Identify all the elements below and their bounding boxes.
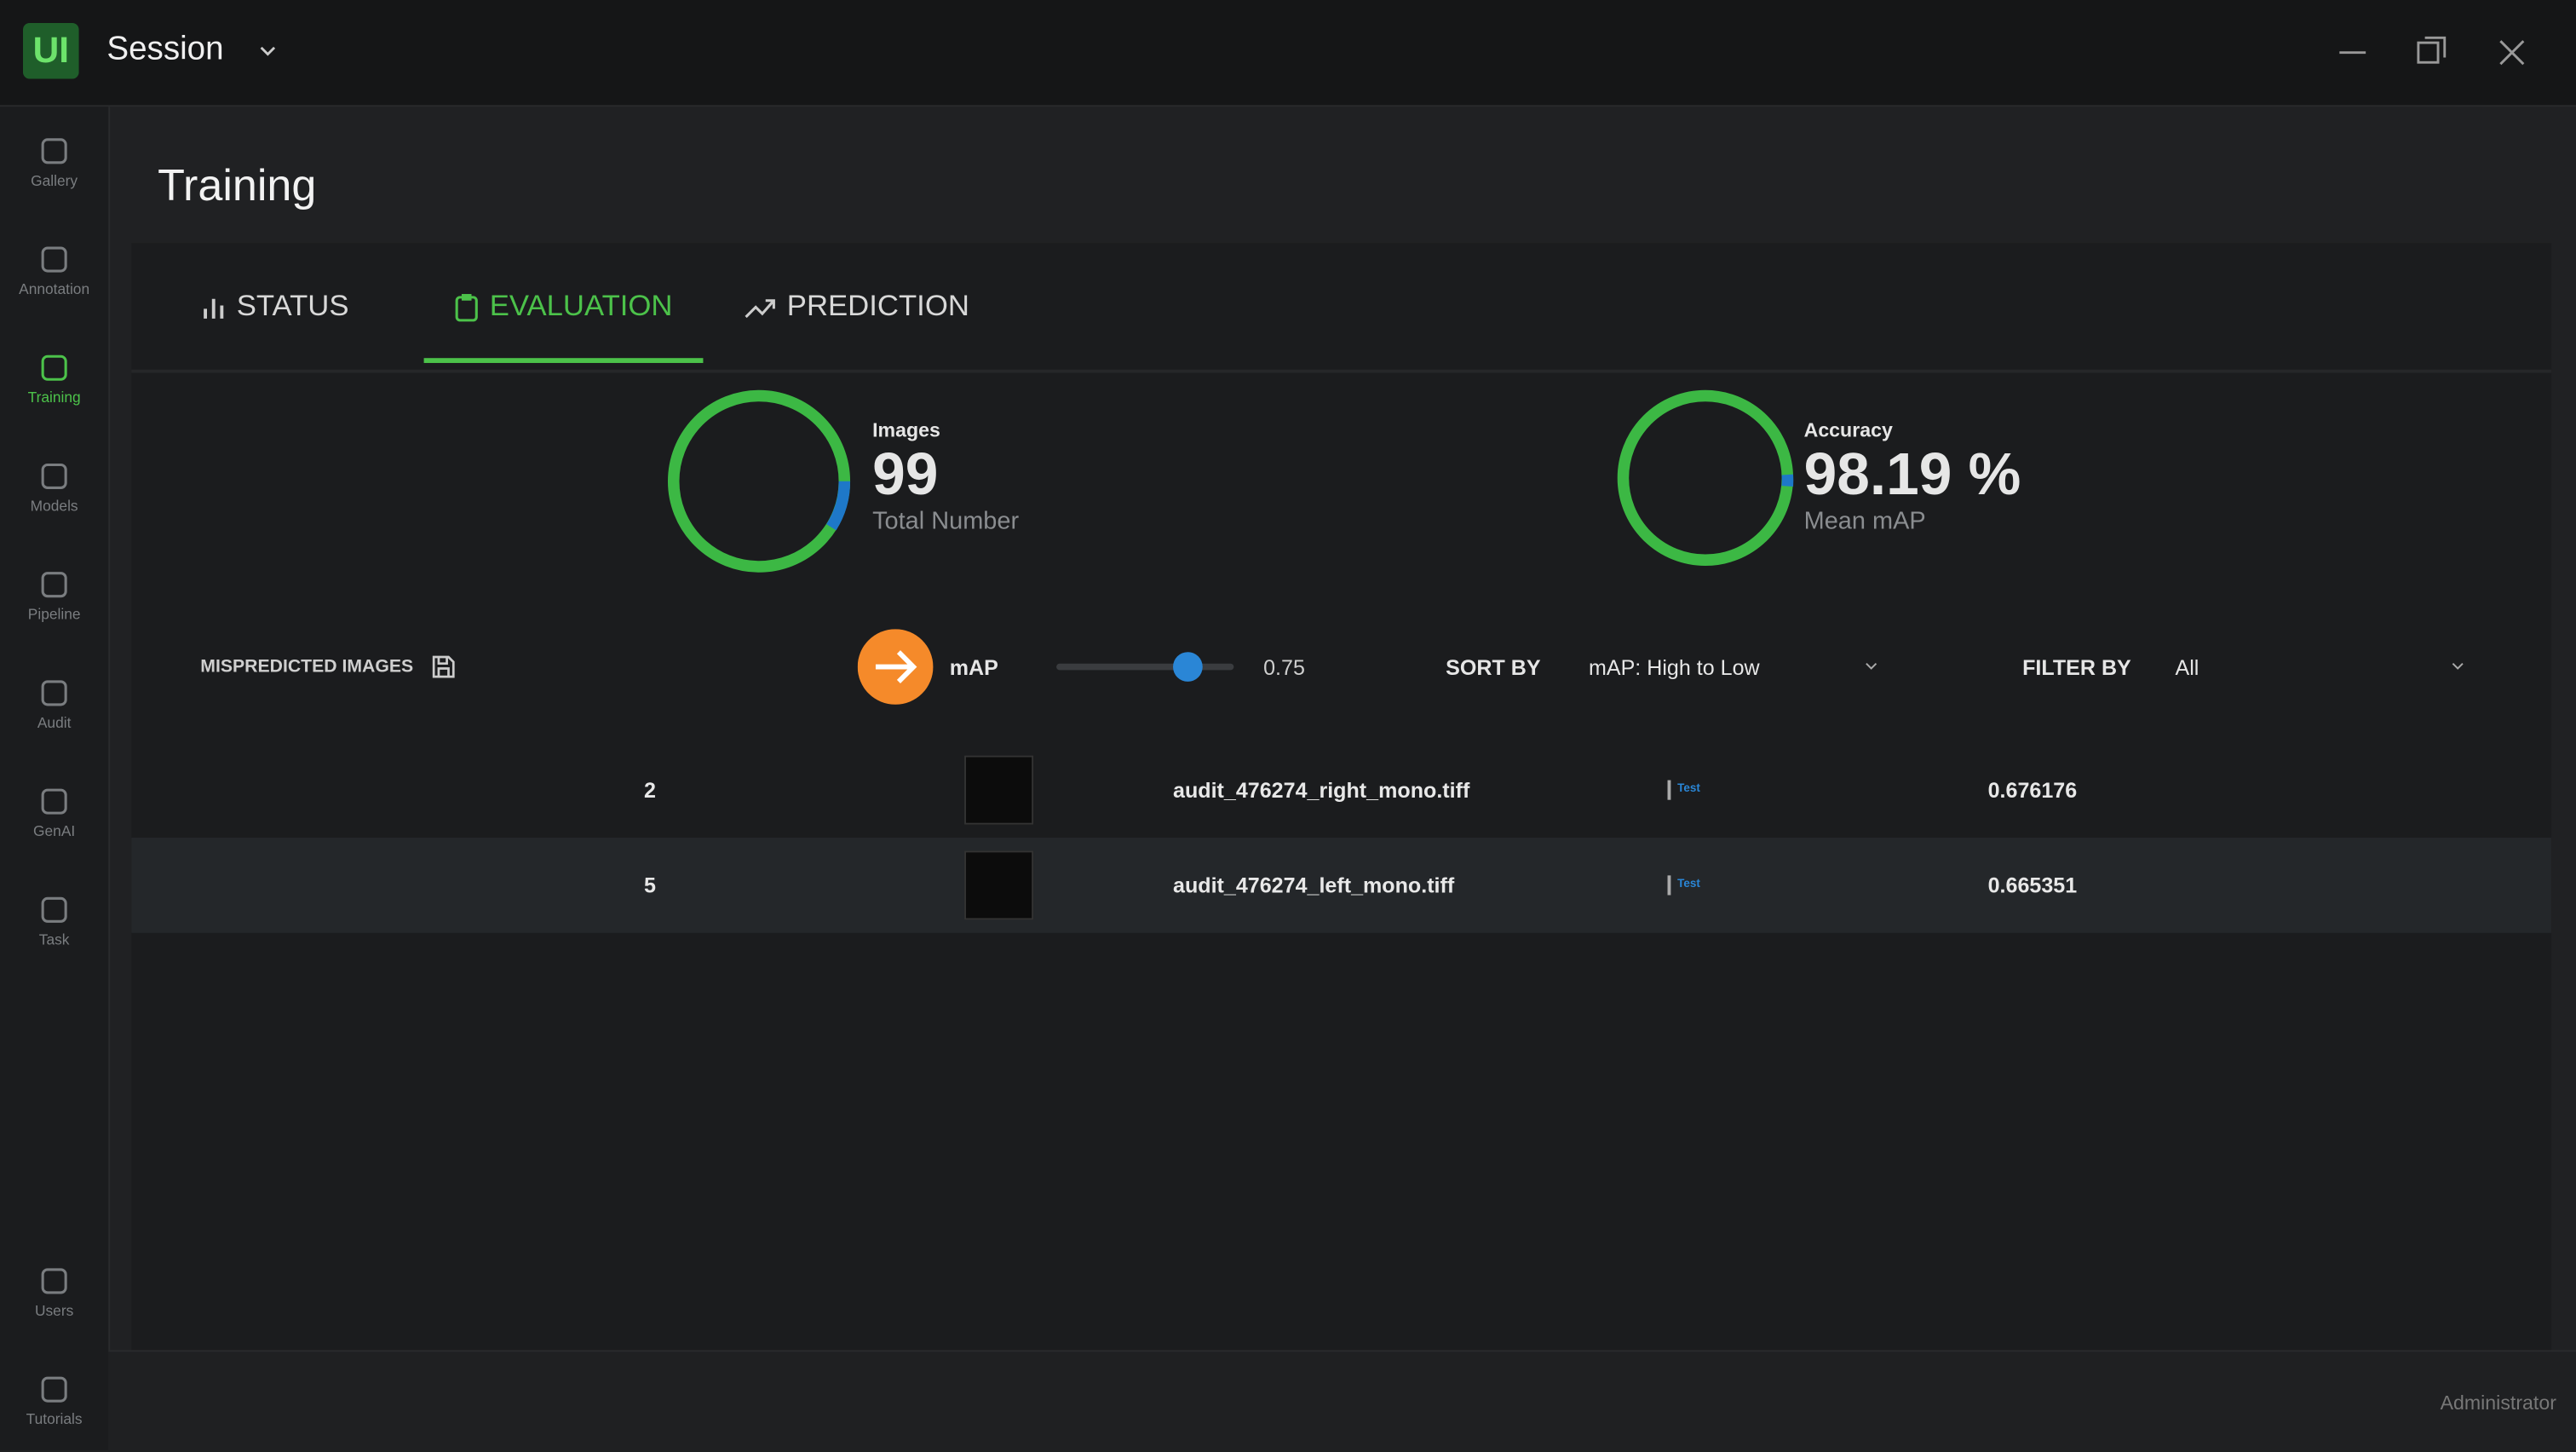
stat-caption: Total Number bbox=[872, 507, 1020, 536]
set-badge: Test bbox=[1667, 780, 1700, 800]
nav-item[interactable]: Training bbox=[0, 351, 108, 406]
nav-label: GenAI bbox=[33, 822, 76, 839]
tab[interactable]: EVALUATION bbox=[453, 289, 672, 323]
stat: Images 99 Total Number bbox=[872, 419, 1019, 536]
table-row[interactable]: 2 audit_476274_right_mono.tiff Test 0.67… bbox=[131, 742, 2551, 838]
page-title: Training bbox=[158, 160, 317, 210]
footer: Administrator bbox=[108, 1350, 2576, 1452]
nav-icon bbox=[41, 463, 67, 490]
sidebar bbox=[0, 107, 111, 1450]
nav-item[interactable]: Annotation bbox=[0, 243, 108, 297]
nav-icon bbox=[41, 788, 67, 815]
row-index: 5 bbox=[644, 873, 656, 898]
file-name: audit_476274_left_mono.tiff bbox=[1173, 873, 1455, 898]
score: 0.665351 bbox=[1987, 873, 2078, 898]
filter-label: FILTER BY bbox=[2022, 655, 2131, 680]
stat-label: Accuracy bbox=[1803, 418, 1893, 442]
nav-label: Training bbox=[27, 389, 81, 406]
nav-item[interactable]: Tutorials bbox=[0, 1373, 108, 1427]
window-controls[interactable] bbox=[2333, 33, 2530, 72]
stat-value: 99 bbox=[872, 440, 939, 508]
nav-item[interactable]: Gallery bbox=[0, 135, 108, 189]
nav-label: Tutorials bbox=[26, 1410, 83, 1427]
thumbnail bbox=[964, 850, 1034, 920]
donut bbox=[1617, 389, 1794, 567]
tab-label: STATUS bbox=[236, 289, 349, 322]
metric-label: mAP bbox=[949, 655, 998, 680]
stat-caption: Mean mAP bbox=[1803, 507, 1926, 536]
set-badge: Test bbox=[1667, 875, 1700, 896]
nav-icon bbox=[41, 1376, 67, 1403]
mispredicted-label: MISPREDICTED IMAGES bbox=[200, 657, 414, 677]
donut bbox=[667, 389, 851, 573]
stat: Accuracy 98.19 % Mean mAP bbox=[1804, 419, 2021, 536]
nav-icon bbox=[41, 680, 67, 706]
tab-underline bbox=[423, 358, 704, 363]
user-name: Administrator bbox=[2440, 1391, 2556, 1415]
nav-icon bbox=[41, 1268, 67, 1294]
tab-label: PREDICTION bbox=[786, 289, 969, 322]
tab-label: EVALUATION bbox=[489, 289, 673, 322]
score: 0.676176 bbox=[1987, 777, 2078, 803]
panel bbox=[131, 243, 2552, 1351]
row-index: 2 bbox=[644, 777, 656, 803]
nav-label: Task bbox=[38, 931, 70, 948]
slider[interactable] bbox=[1051, 648, 1240, 684]
tab[interactable]: STATUS bbox=[200, 289, 349, 323]
nav-item[interactable]: Users bbox=[0, 1265, 108, 1319]
sort-label: SORT BY bbox=[1446, 655, 1541, 680]
session-title[interactable]: Session bbox=[106, 31, 224, 68]
chevron[interactable] bbox=[1863, 660, 1879, 673]
logo: UI bbox=[23, 22, 79, 79]
nav-icon bbox=[41, 138, 67, 164]
nav-icon bbox=[41, 896, 67, 923]
filter-select[interactable]: All bbox=[2175, 655, 2199, 680]
nav-label: Annotation bbox=[19, 280, 90, 297]
tab-divider bbox=[131, 369, 2552, 373]
go-button[interactable] bbox=[857, 629, 934, 705]
nav-label: Pipeline bbox=[27, 606, 81, 623]
thumbnail bbox=[964, 755, 1034, 825]
chevron[interactable] bbox=[258, 41, 278, 60]
nav-item[interactable]: Models bbox=[0, 460, 108, 515]
nav-label: Audit bbox=[37, 714, 72, 731]
threshold-value: 0.75 bbox=[1263, 655, 1305, 680]
tab[interactable]: PREDICTION bbox=[745, 289, 969, 323]
nav-icon bbox=[41, 246, 67, 273]
nav-label: Models bbox=[30, 498, 78, 515]
stat-value: 98.19 % bbox=[1803, 440, 2021, 508]
save-icon[interactable] bbox=[430, 654, 457, 680]
nav-item[interactable]: GenAI bbox=[0, 785, 108, 839]
stat-label: Images bbox=[872, 418, 940, 442]
sort-select[interactable]: mAP: High to Low bbox=[1588, 655, 1760, 680]
nav-label: Users bbox=[34, 1302, 74, 1319]
title-bar: UI Session bbox=[0, 0, 2576, 107]
table-row[interactable]: 5 audit_476274_left_mono.tiff Test 0.665… bbox=[131, 838, 2552, 933]
nav-item[interactable]: Task bbox=[0, 894, 108, 948]
nav-icon bbox=[41, 572, 67, 598]
file-name: audit_476274_right_mono.tiff bbox=[1173, 777, 1470, 803]
nav-item[interactable]: Audit bbox=[0, 677, 108, 731]
chevron[interactable] bbox=[2450, 660, 2466, 673]
nav-label: Gallery bbox=[31, 172, 78, 189]
nav-icon bbox=[41, 354, 67, 381]
nav-item[interactable]: Pipeline bbox=[0, 568, 108, 623]
